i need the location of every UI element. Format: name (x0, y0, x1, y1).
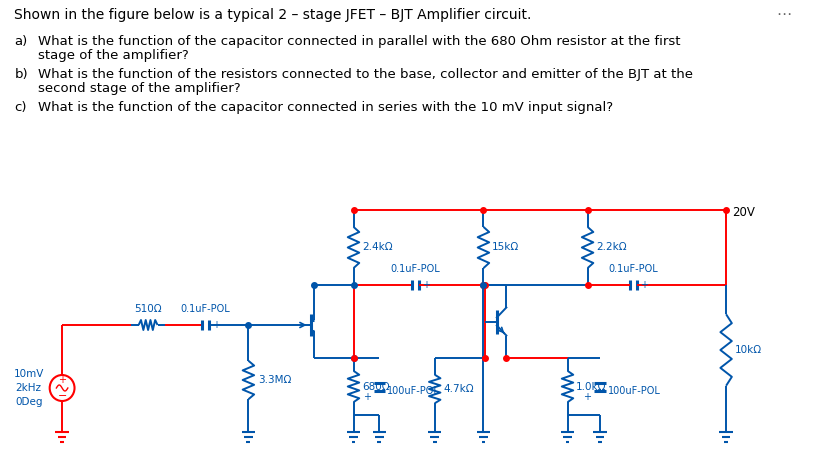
Text: 10mV
2kHz
0Deg: 10mV 2kHz 0Deg (13, 369, 43, 407)
Text: +: + (640, 280, 647, 290)
Text: second stage of the amplifier?: second stage of the amplifier? (38, 82, 241, 95)
Text: 0.1uF-POL: 0.1uF-POL (181, 304, 230, 314)
Text: +: + (362, 391, 370, 402)
Text: 100uF-POL: 100uF-POL (607, 387, 660, 396)
Text: What is the function of the resistors connected to the base, collector and emitt: What is the function of the resistors co… (38, 68, 692, 81)
Text: c): c) (14, 101, 27, 114)
Text: stage of the amplifier?: stage of the amplifier? (38, 49, 189, 62)
Text: 680Ω: 680Ω (362, 381, 390, 391)
Text: ⋯: ⋯ (775, 7, 790, 22)
Text: 15kΩ: 15kΩ (492, 243, 518, 253)
Text: 2.4kΩ: 2.4kΩ (362, 243, 392, 253)
Text: Shown in the figure below is a typical 2 – stage JFET – BJT Amplifier circuit.: Shown in the figure below is a typical 2… (14, 8, 531, 22)
Text: What is the function of the capacitor connected in series with the 10 mV input s: What is the function of the capacitor co… (38, 101, 613, 114)
Text: 1.0kΩ: 1.0kΩ (575, 381, 606, 391)
Text: +: + (212, 320, 220, 330)
Text: +: + (58, 375, 66, 385)
Text: b): b) (14, 68, 28, 81)
Text: 20V: 20V (731, 207, 754, 219)
Text: +: + (583, 391, 591, 402)
Text: 510Ω: 510Ω (134, 304, 161, 314)
Text: 2.2kΩ: 2.2kΩ (595, 243, 626, 253)
Text: −: − (58, 391, 67, 401)
Text: a): a) (14, 35, 28, 48)
Text: What is the function of the capacitor connected in parallel with the 680 Ohm res: What is the function of the capacitor co… (38, 35, 680, 48)
Text: 10kΩ: 10kΩ (734, 345, 761, 355)
Text: +: + (422, 280, 430, 290)
Text: 0.1uF-POL: 0.1uF-POL (608, 264, 658, 274)
Text: 0.1uF-POL: 0.1uF-POL (390, 264, 440, 274)
Text: 3.3MΩ: 3.3MΩ (257, 375, 291, 385)
Text: 100uF-POL: 100uF-POL (386, 387, 439, 396)
Text: 4.7kΩ: 4.7kΩ (443, 384, 473, 394)
